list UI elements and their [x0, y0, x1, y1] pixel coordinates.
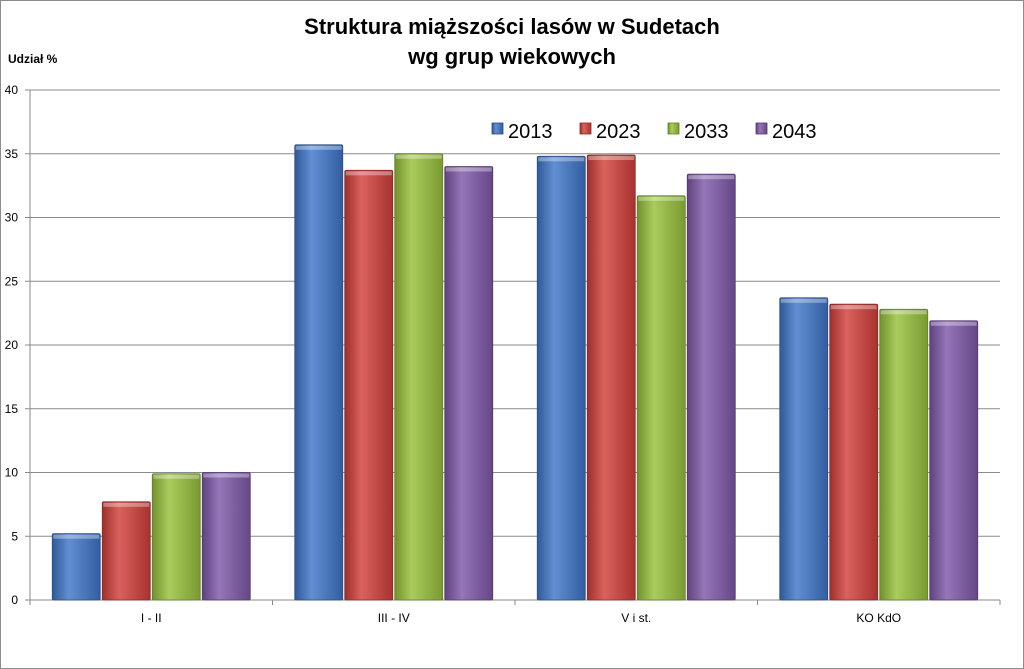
y-axis-label: Udział %	[8, 52, 58, 66]
legend-label-2043: 2043	[772, 121, 817, 143]
y-tick-label: 5	[11, 529, 18, 543]
bar-highlight	[153, 474, 200, 479]
bar-2033-0	[151, 473, 201, 601]
bar-highlight	[930, 321, 977, 326]
chart-title: Struktura miąższości lasów w Sudetach wg…	[0, 12, 1024, 72]
bar-highlight	[345, 171, 392, 176]
chart-title-line2: wg grup wiekowych	[408, 44, 616, 69]
bar-highlight	[295, 145, 342, 150]
legend-swatch-2023	[579, 122, 592, 135]
bar-2043-0	[201, 472, 251, 601]
bar-2033-1	[394, 153, 444, 601]
bar-2033-3	[879, 308, 929, 601]
bar-highlight	[588, 156, 635, 161]
bar-highlight	[880, 310, 927, 315]
y-tick-label: 25	[5, 274, 19, 288]
bars	[51, 144, 979, 601]
y-tick-label: 0	[11, 593, 18, 607]
x-tick-label: V i st.	[621, 611, 651, 625]
bar-2023-0	[101, 501, 151, 601]
bar-2043-1	[444, 166, 494, 601]
legend-swatch-2013	[491, 122, 504, 135]
y-tick-label: 15	[5, 402, 19, 416]
bar-highlight	[780, 298, 827, 303]
bar-highlight	[395, 154, 442, 159]
bar-highlight	[53, 534, 100, 539]
x-tick-label: I - II	[141, 611, 162, 625]
y-tick-label: 30	[5, 211, 19, 225]
legend-label-2033: 2033	[684, 121, 729, 143]
legend-label-2023: 2023	[596, 121, 641, 143]
bar-highlight	[830, 305, 877, 310]
legend-label-2013: 2013	[508, 121, 553, 143]
y-tick-label: 40	[5, 83, 19, 97]
bar-highlight	[103, 502, 150, 507]
bar-2033-2	[636, 195, 686, 601]
tick-labels: 0 5 10 15 20 25 30 35 40 I - II III - IV V i st. KO …	[5, 83, 901, 625]
legend-swatch-2043	[755, 122, 768, 135]
bar-2043-2	[686, 173, 736, 601]
y-tick-label: 10	[5, 466, 19, 480]
bar-highlight	[203, 473, 250, 478]
bar-highlight	[638, 196, 685, 201]
bar-2023-1	[344, 169, 394, 601]
bar-2013-0	[51, 533, 101, 601]
bar-2013-2	[536, 155, 586, 601]
legend: 2013 2023 2033 2043	[491, 121, 817, 143]
bar-highlight	[538, 157, 585, 162]
chart-title-line1: Struktura miąższości lasów w Sudetach	[304, 14, 720, 39]
bar-2043-3	[929, 320, 979, 601]
y-tick-label: 35	[5, 147, 19, 161]
bar-2013-3	[779, 297, 829, 601]
bar-2023-2	[586, 154, 636, 601]
legend-swatch-2033	[667, 122, 680, 135]
x-tick-label: KO KdO	[856, 611, 901, 625]
bar-highlight	[688, 175, 735, 180]
y-tick-label: 20	[5, 338, 19, 352]
bar-2013-1	[294, 144, 344, 601]
bar-2023-3	[829, 303, 879, 601]
x-tick-label: III - IV	[378, 611, 410, 625]
bar-highlight	[445, 167, 492, 172]
